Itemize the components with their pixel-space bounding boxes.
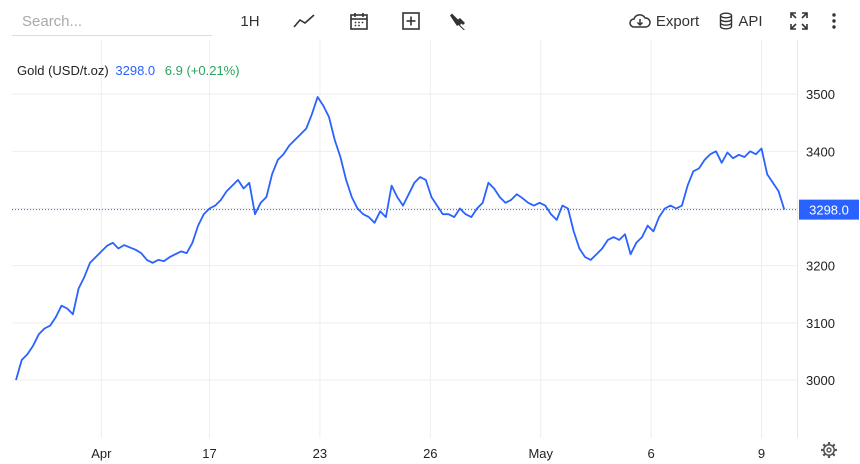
x-tick-label: 6 — [648, 446, 655, 461]
y-tick-label: 3000 — [806, 373, 835, 388]
add-indicator-icon — [401, 11, 421, 31]
gear-icon — [820, 442, 838, 463]
fullscreen-button[interactable] — [788, 8, 810, 34]
x-tick-label: May — [528, 446, 553, 461]
legend-symbol: Gold (USD/t.oz) — [17, 63, 109, 78]
last-price-badge — [799, 199, 859, 220]
settings-wrench-icon — [447, 11, 467, 31]
interval-button[interactable]: 1H — [238, 8, 262, 34]
search-input[interactable] — [12, 8, 212, 36]
y-tick-label: 3500 — [806, 87, 835, 102]
line-chart-icon — [293, 13, 315, 29]
y-tick-label: 3400 — [806, 144, 835, 159]
export-button[interactable]: Export — [628, 8, 700, 34]
chart-type-button[interactable] — [292, 8, 316, 34]
date-range-button[interactable] — [348, 8, 370, 34]
fullscreen-icon — [789, 11, 809, 31]
settings-button[interactable] — [446, 8, 468, 34]
chart-legend: Gold (USD/t.oz) 3298.0 6.9 (+0.21%) — [17, 63, 240, 78]
price-chart[interactable]: 300031003200330034003500Apr172326May6932… — [0, 40, 860, 464]
x-tick-label: 26 — [423, 446, 437, 461]
y-tick-label: 3200 — [806, 259, 835, 274]
x-tick-label: 17 — [202, 446, 216, 461]
api-label: API — [738, 12, 763, 30]
add-indicator-button[interactable] — [400, 8, 422, 34]
toolbar: 1H — [0, 0, 860, 42]
interval-label: 1H — [240, 12, 260, 30]
more-menu-button[interactable] — [826, 8, 842, 34]
more-vert-icon — [831, 12, 837, 30]
x-tick-label: Apr — [91, 446, 112, 461]
price-series-line — [15, 96, 786, 381]
api-button[interactable]: API — [718, 8, 764, 34]
database-icon — [719, 12, 733, 30]
last-price-label: 3298.0 — [809, 203, 849, 218]
legend-price: 3298.0 — [115, 63, 156, 78]
chart-settings-button[interactable] — [820, 441, 838, 459]
y-tick-label: 3100 — [806, 316, 835, 331]
export-label: Export — [655, 12, 700, 30]
cloud-download-icon — [629, 13, 651, 29]
x-tick-label: 23 — [313, 446, 327, 461]
legend-change: 6.9 (+0.21%) — [164, 63, 240, 78]
calendar-icon — [349, 11, 369, 31]
x-tick-label: 9 — [758, 446, 765, 461]
